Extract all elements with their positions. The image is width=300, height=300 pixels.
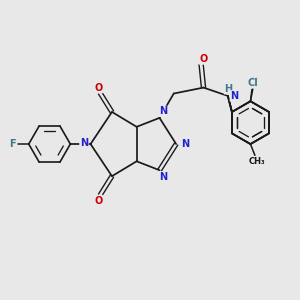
Text: Cl: Cl — [248, 78, 258, 88]
Text: N: N — [230, 91, 238, 101]
Text: N: N — [80, 139, 88, 148]
Text: O: O — [200, 54, 208, 64]
Text: N: N — [159, 106, 167, 116]
Text: F: F — [9, 139, 16, 149]
Text: Cl: Cl — [248, 77, 259, 87]
Text: N: N — [181, 139, 189, 149]
Text: CH₃: CH₃ — [249, 157, 265, 166]
Text: O: O — [94, 82, 103, 93]
Text: H: H — [224, 84, 232, 94]
Text: O: O — [94, 196, 103, 206]
Text: N: N — [159, 172, 167, 182]
